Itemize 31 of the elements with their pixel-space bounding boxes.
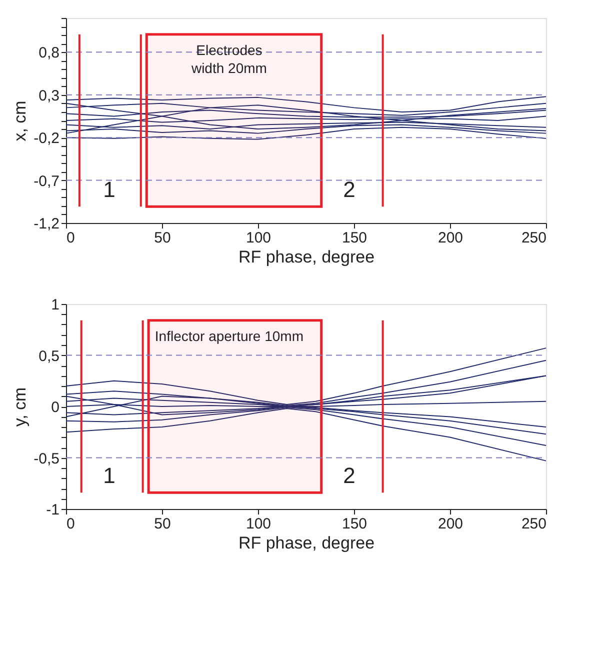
y-tick-label: 0 bbox=[51, 399, 60, 416]
annotation: 1 bbox=[103, 177, 116, 202]
x-tick-label: 200 bbox=[438, 516, 464, 532]
x-tick-label: 50 bbox=[154, 516, 171, 532]
y-tick-label: 0,5 bbox=[38, 348, 60, 365]
x-tick-label: 0 bbox=[66, 230, 75, 246]
y-tick-label: 1 bbox=[51, 296, 60, 314]
y-tick-label: 0,3 bbox=[38, 87, 60, 104]
x-tick-label: 200 bbox=[438, 230, 464, 246]
x-tick-label: 100 bbox=[246, 230, 272, 246]
y-tick-label: -1 bbox=[46, 502, 60, 518]
y-tick-label: -0,2 bbox=[34, 130, 60, 148]
y-tick-label: -0,7 bbox=[34, 172, 60, 190]
x-axis-title: RF phase, degree bbox=[238, 534, 375, 552]
y-tick-label: 0,8 bbox=[38, 44, 60, 62]
annotation: 2 bbox=[343, 463, 356, 488]
x-tick-label: 100 bbox=[246, 516, 272, 532]
x-tick-label: 150 bbox=[342, 516, 368, 532]
annotation: 2 bbox=[343, 177, 356, 202]
annotation: Inflector aperture 10mm bbox=[154, 328, 304, 344]
annotation: 1 bbox=[103, 463, 116, 488]
y-tick-label: -0,5 bbox=[34, 450, 60, 468]
x-tick-label: 250 bbox=[521, 516, 546, 532]
x-tick-label: 250 bbox=[521, 230, 546, 246]
y-tick-label: -1,2 bbox=[34, 216, 60, 232]
x-tick-label: 150 bbox=[342, 230, 368, 246]
y-axis-title: y, cm bbox=[10, 387, 30, 427]
y-axis-title: x, cm bbox=[10, 100, 30, 142]
x-tick-label: 50 bbox=[154, 230, 171, 246]
x-tick-label: 0 bbox=[66, 516, 75, 532]
x-axis-title: RF phase, degree bbox=[238, 248, 375, 266]
